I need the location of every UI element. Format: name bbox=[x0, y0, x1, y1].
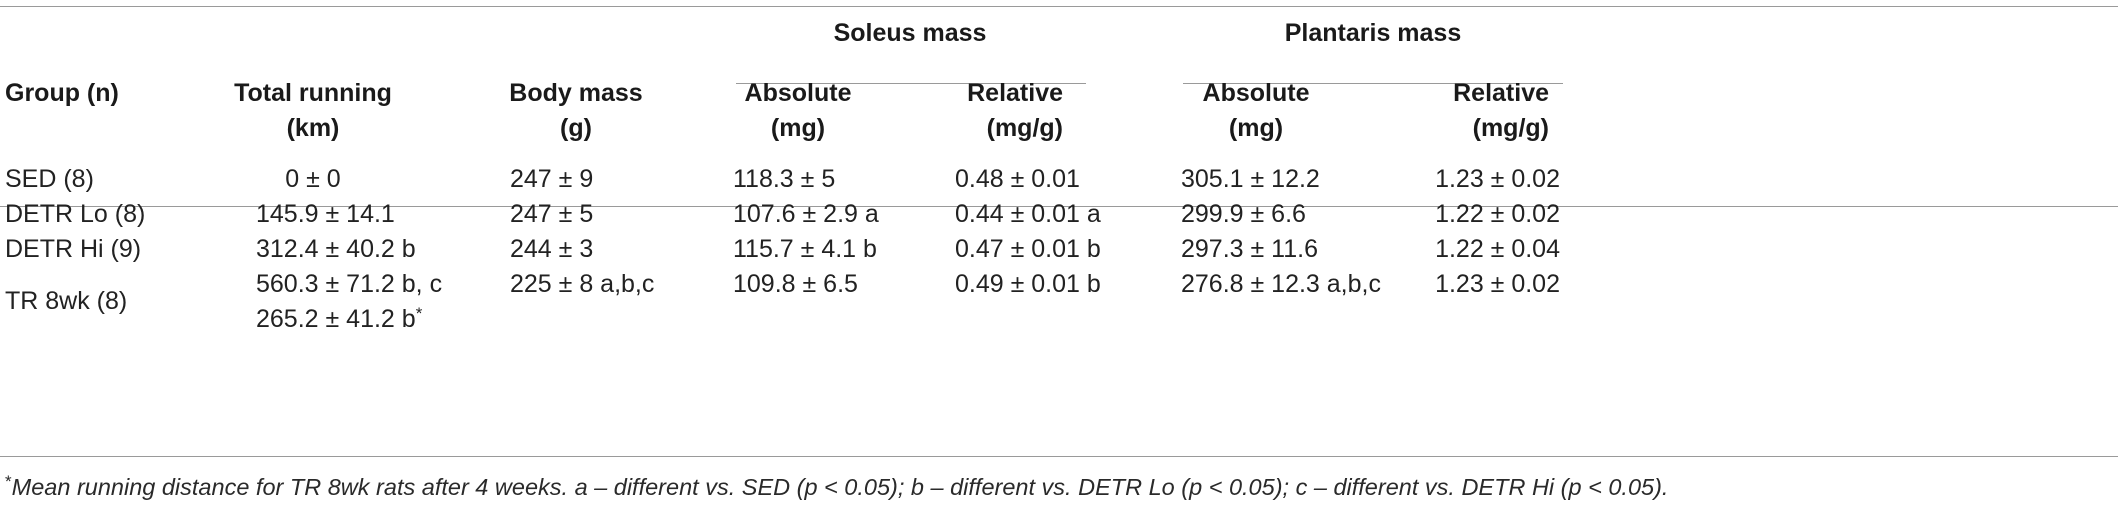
table-cell: 312.4 ± 40.2 b bbox=[256, 235, 416, 263]
col-header-plantaris-relative-unit: (mg/g) bbox=[1472, 114, 1549, 142]
col-header-plantaris-relative: Relative bbox=[1453, 79, 1549, 107]
table-cell: 0.44 ± 0.01 a bbox=[955, 200, 1101, 228]
table-cell: 0.49 ± 0.01 b bbox=[955, 270, 1101, 298]
table-cell: 118.3 ± 5 bbox=[733, 165, 836, 193]
col-header-plantaris-absolute: Absolute bbox=[1202, 79, 1310, 107]
table-cell: 247 ± 9 bbox=[510, 165, 594, 193]
table-cell: 276.8 ± 12.3 a,b,c bbox=[1181, 270, 1381, 298]
footnote-marker: * bbox=[5, 472, 12, 491]
col-header-body-mass-unit: (g) bbox=[560, 114, 592, 142]
table-cell: 244 ± 3 bbox=[510, 235, 594, 263]
footnote-text: Mean running distance for TR 8wk rats af… bbox=[11, 474, 1669, 500]
table-top-rule bbox=[0, 6, 2118, 7]
col-header-total-running: Total running bbox=[234, 79, 392, 107]
col-header-soleus-relative: Relative bbox=[967, 79, 1063, 107]
plantaris-span-line bbox=[1183, 83, 1563, 84]
header-rule bbox=[0, 206, 2118, 207]
table-cell: 247 ± 5 bbox=[510, 200, 594, 228]
col-header-soleus-absolute-unit: (mg) bbox=[770, 114, 826, 142]
plantaris-group-header: Plantaris mass bbox=[1284, 19, 1462, 47]
col-header-total-running-unit: (km) bbox=[286, 114, 340, 142]
row-group-cell: TR 8wk (8) bbox=[5, 287, 128, 315]
table-cell: 1.22 ± 0.02 bbox=[1435, 200, 1560, 228]
row-group-cell: DETR Hi (9) bbox=[5, 235, 142, 263]
table-cell: 0 ± 0 bbox=[285, 165, 341, 193]
col-header-soleus-absolute: Absolute bbox=[744, 79, 852, 107]
table-bottom-rule bbox=[0, 456, 2118, 457]
table-cell: 115.7 ± 4.1 b bbox=[733, 235, 877, 263]
footnote-marker: * bbox=[415, 304, 423, 323]
table-cell: 299.9 ± 6.6 bbox=[1181, 200, 1306, 228]
table-cell: 107.6 ± 2.9 a bbox=[733, 200, 879, 228]
extra-value: 265.2 ± 41.2 b bbox=[256, 305, 416, 333]
table-cell: 145.9 ± 14.1 bbox=[256, 200, 395, 228]
table-cell: 0.48 ± 0.01 bbox=[955, 165, 1080, 193]
row-group-cell: SED (8) bbox=[5, 165, 94, 193]
table-cell: 225 ± 8 a,b,c bbox=[510, 270, 655, 298]
table-cell: 1.22 ± 0.04 bbox=[1435, 235, 1560, 263]
table-cell: 560.3 ± 71.2 b, c bbox=[256, 270, 443, 298]
table-footnote: *Mean running distance for TR 8wk rats a… bbox=[5, 470, 1668, 507]
row-group-cell: DETR Lo (8) bbox=[5, 200, 146, 228]
table-cell: 1.23 ± 0.02 bbox=[1435, 270, 1560, 298]
col-header-group: Group (n) bbox=[5, 79, 119, 107]
col-header-soleus-relative-unit: (mg/g) bbox=[986, 114, 1063, 142]
table-cell: 109.8 ± 6.5 bbox=[733, 270, 858, 298]
table-cell: 1.23 ± 0.02 bbox=[1435, 165, 1560, 193]
table-cell: 305.1 ± 12.2 bbox=[1181, 165, 1320, 193]
col-header-plantaris-absolute-unit: (mg) bbox=[1228, 114, 1284, 142]
soleus-group-header: Soleus mass bbox=[833, 19, 987, 47]
soleus-span-line bbox=[736, 83, 1086, 84]
table-cell: 297.3 ± 11.6 bbox=[1181, 235, 1318, 263]
table-cell-extra: 265.2 ± 41.2 b* bbox=[256, 302, 422, 339]
table-cell: 0.47 ± 0.01 b bbox=[955, 235, 1101, 263]
col-header-body-mass: Body mass bbox=[509, 79, 643, 107]
